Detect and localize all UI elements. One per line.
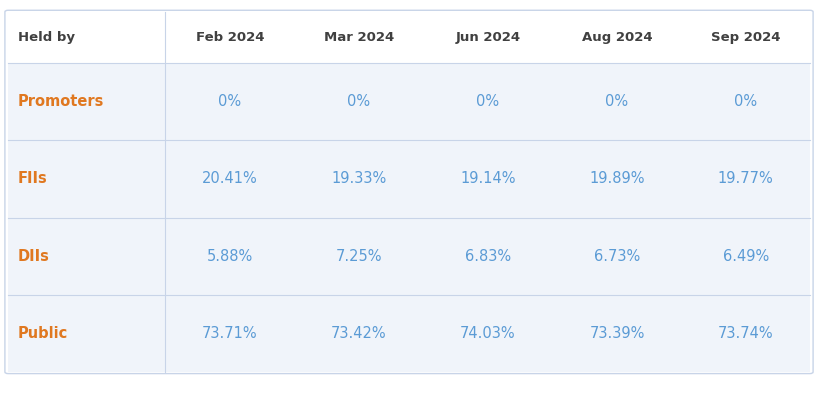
Text: 5.88%: 5.88% (207, 249, 253, 264)
Text: Mar 2024: Mar 2024 (324, 31, 394, 44)
Text: 0%: 0% (605, 94, 628, 109)
Text: 19.77%: 19.77% (718, 171, 774, 186)
Text: Held by: Held by (18, 31, 74, 44)
Bar (8, 63, 810, 140)
Text: Promoters: Promoters (18, 94, 104, 109)
Text: 73.74%: 73.74% (718, 326, 774, 341)
Text: Feb 2024: Feb 2024 (196, 31, 264, 44)
Text: 6.73%: 6.73% (594, 249, 640, 264)
Text: 0%: 0% (734, 94, 757, 109)
Text: 19.89%: 19.89% (589, 171, 645, 186)
Text: 7.25%: 7.25% (335, 249, 382, 264)
Bar (8, 12, 810, 63)
Text: 19.33%: 19.33% (331, 171, 387, 186)
Text: DIIs: DIIs (18, 249, 50, 264)
Text: 73.71%: 73.71% (202, 326, 258, 341)
Bar (8, 295, 810, 372)
Text: 20.41%: 20.41% (202, 171, 258, 186)
Text: Jun 2024: Jun 2024 (456, 31, 520, 44)
Text: Aug 2024: Aug 2024 (582, 31, 652, 44)
FancyBboxPatch shape (5, 10, 813, 374)
Text: 74.03%: 74.03% (461, 326, 516, 341)
Text: FIIs: FIIs (18, 171, 47, 186)
Text: Public: Public (18, 326, 68, 341)
Text: 6.49%: 6.49% (722, 249, 769, 264)
Text: 73.42%: 73.42% (331, 326, 387, 341)
Text: 0%: 0% (348, 94, 371, 109)
Text: 0%: 0% (218, 94, 241, 109)
Bar (8, 140, 810, 218)
Text: 73.39%: 73.39% (589, 326, 645, 341)
Text: Sep 2024: Sep 2024 (711, 31, 780, 44)
Text: 6.83%: 6.83% (465, 249, 511, 264)
Bar (8, 218, 810, 295)
Text: 19.14%: 19.14% (461, 171, 515, 186)
Text: 0%: 0% (476, 94, 500, 109)
